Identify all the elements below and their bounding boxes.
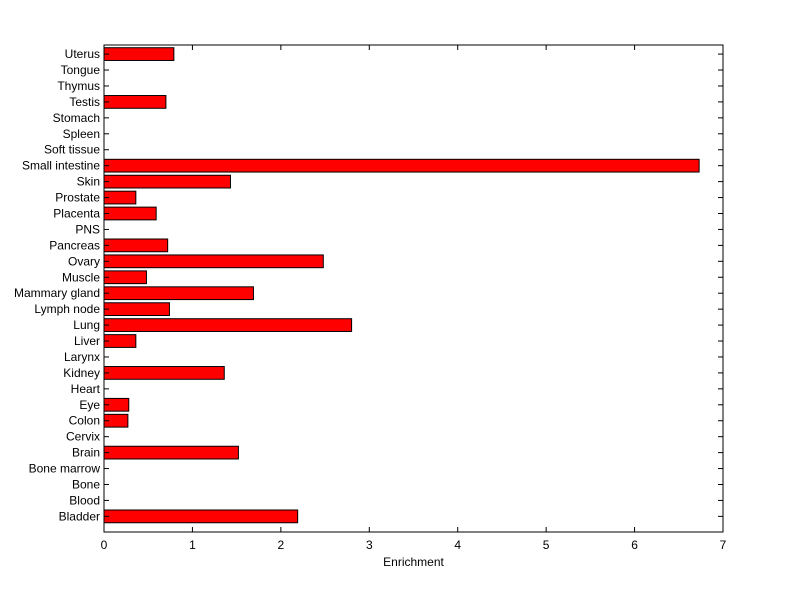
- y-tick-label-soft-tissue: Soft tissue: [44, 143, 100, 157]
- x-tick-label-5: 5: [543, 538, 550, 552]
- y-tick-label-thymus: Thymus: [57, 79, 100, 93]
- bar-brain: [103, 445, 239, 460]
- bar-bladder: [103, 509, 299, 524]
- x-tick-label-7: 7: [720, 538, 727, 552]
- bar-uterus: [103, 47, 175, 61]
- y-tick-label-small-intestine: Small intestine: [22, 159, 100, 173]
- bar-mammary-gland: [103, 286, 254, 301]
- bar-skin: [103, 174, 231, 189]
- y-tick-label-spleen: Spleen: [63, 127, 100, 141]
- y-tick-label-bladder: Bladder: [59, 509, 100, 523]
- y-tick-label-lymph-node: Lymph node: [34, 302, 100, 316]
- y-tick-label-mammary-gland: Mammary gland: [14, 286, 100, 300]
- x-axis-label: Enrichment: [383, 555, 444, 569]
- axis-ticks: [103, 45, 724, 532]
- y-tick-label-skin: Skin: [77, 175, 100, 189]
- y-tick-label-kidney: Kidney: [63, 366, 100, 380]
- y-tick-label-heart: Heart: [71, 382, 101, 396]
- bar-testis: [103, 95, 167, 109]
- y-tick-label-brain: Brain: [72, 446, 100, 460]
- y-tick-label-larynx: Larynx: [64, 350, 100, 364]
- bar-ovary: [103, 254, 324, 269]
- y-tick-label-blood: Blood: [69, 493, 100, 507]
- y-tick-label-testis: Testis: [69, 95, 100, 109]
- y-tick-label-bone: Bone: [72, 477, 100, 491]
- bar-lymph-node: [103, 302, 170, 317]
- y-tick-label-pns: PNS: [75, 222, 100, 236]
- x-tick-label-0: 0: [101, 538, 108, 552]
- y-tick-label-tongue: Tongue: [61, 63, 101, 77]
- bar-small-intestine: [103, 158, 700, 173]
- bar-placenta: [103, 206, 157, 221]
- y-tick-label-eye: Eye: [79, 398, 100, 412]
- plot-frame: [103, 44, 724, 533]
- y-tick-label-muscle: Muscle: [62, 270, 100, 284]
- y-tick-label-liver: Liver: [74, 334, 100, 348]
- y-tick-label-stomach: Stomach: [53, 111, 100, 125]
- x-tick-label-4: 4: [454, 538, 461, 552]
- y-tick-label-placenta: Placenta: [53, 206, 100, 220]
- y-tick-label-prostate: Prostate: [55, 191, 100, 205]
- x-tick-label-2: 2: [278, 538, 285, 552]
- y-tick-label-colon: Colon: [69, 414, 100, 428]
- bar-pancreas: [103, 238, 169, 253]
- bars: [103, 47, 700, 524]
- bar-muscle: [103, 270, 147, 285]
- y-tick-label-bone-marrow: Bone marrow: [29, 462, 101, 476]
- y-tick-label-ovary: Ovary: [68, 254, 100, 268]
- y-tick-label-lung: Lung: [73, 318, 100, 332]
- x-tick-label-6: 6: [631, 538, 638, 552]
- bar-lung: [103, 318, 353, 332]
- x-tick-label-3: 3: [366, 538, 373, 552]
- y-tick-label-pancreas: Pancreas: [49, 238, 100, 252]
- bar-kidney: [103, 366, 225, 380]
- x-tick-label-1: 1: [189, 538, 196, 552]
- y-tick-label-cervix: Cervix: [66, 430, 100, 444]
- y-tick-label-uterus: Uterus: [65, 47, 100, 61]
